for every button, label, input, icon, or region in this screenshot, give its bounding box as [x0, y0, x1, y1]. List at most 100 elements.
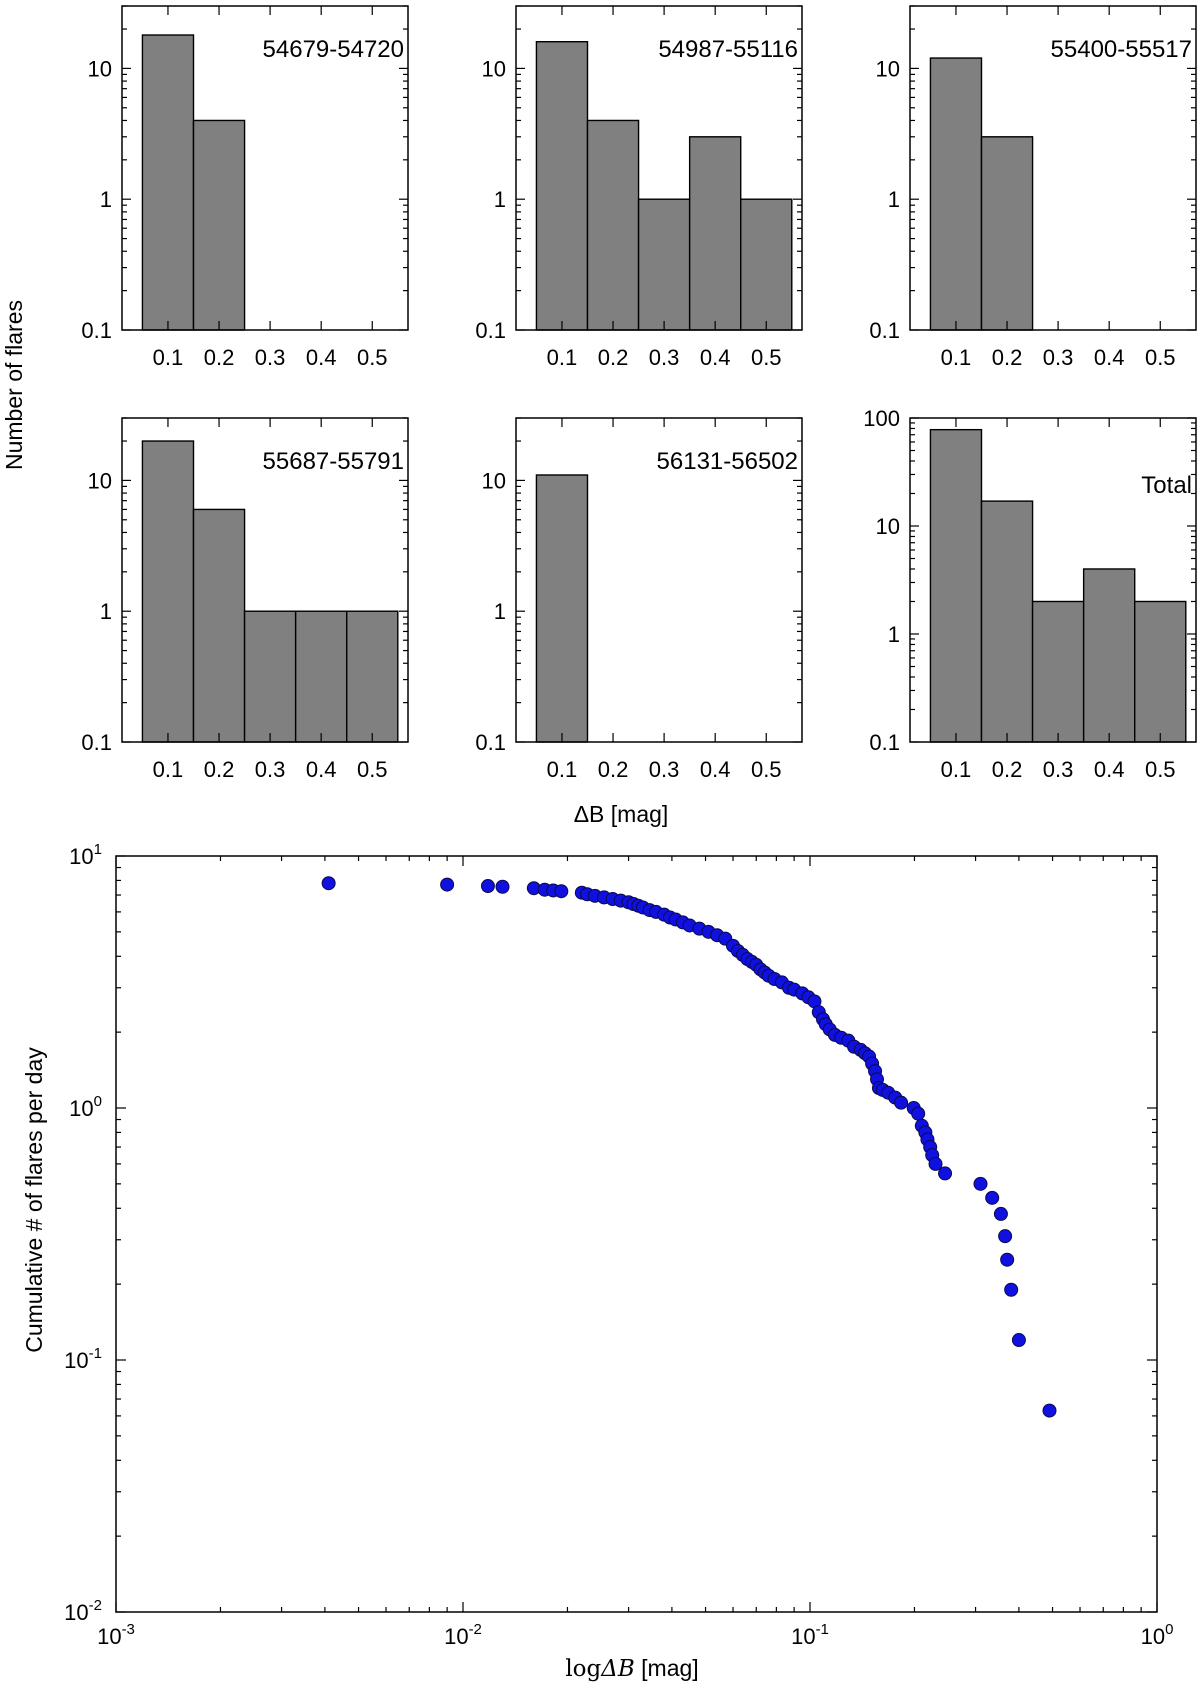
x-tick-label: 0.1 [547, 345, 578, 370]
plot-frame [121, 5, 409, 331]
x-tick-label: 10-3 [97, 1621, 135, 1649]
panel-label: 54987-55116 [658, 36, 798, 63]
y-tick-label: 10 [482, 468, 506, 493]
scatter-xlabel-prefix: log [565, 1656, 601, 1682]
y-tick-label: 0.1 [869, 318, 900, 343]
data-point [480, 879, 495, 894]
data-point [440, 877, 455, 892]
y-tick-label: 1 [494, 599, 506, 624]
bar-0.1 [141, 34, 195, 331]
x-tick-label: 10-2 [444, 1621, 482, 1649]
plot-frame [515, 417, 803, 743]
x-tick-label: 0.2 [992, 345, 1023, 370]
bar-0.5 [346, 610, 399, 743]
y-tick-label: 10 [876, 56, 900, 81]
data-point [1042, 1403, 1057, 1418]
scatter-xlabel: logΔB [mag] [565, 1655, 698, 1682]
y-tick-label: 1 [100, 599, 112, 624]
points [321, 876, 1057, 1418]
x-tick-label: 0.3 [649, 757, 680, 782]
panel-label: 54679-54720 [263, 36, 404, 63]
bar-0.2 [192, 508, 246, 743]
plot-frame [909, 5, 1197, 331]
bars [535, 474, 589, 743]
x-tick-label: 0.4 [700, 345, 731, 370]
bars [141, 34, 246, 331]
plot-frame [515, 5, 803, 331]
y-tick-label: 0.1 [81, 318, 112, 343]
hist-55687-55791: 0.1 1 10 0.1 0.2 0.3 0.4 0.5 55687-55791 [81, 417, 409, 782]
data-point [321, 876, 336, 891]
x-tick-label: 0.1 [941, 757, 972, 782]
y-tick-label: 10-1 [64, 1345, 102, 1373]
scatter-xlabel-unit: [mag] [635, 1655, 699, 1681]
y-tick-label: 0.1 [475, 318, 506, 343]
x-tick-label: 0.4 [700, 757, 731, 782]
x-tick-label: 0.5 [357, 345, 388, 370]
y-tick-label: 1 [100, 187, 112, 212]
bar-0.2 [980, 500, 1034, 743]
bar-0.1 [929, 428, 983, 743]
data-point [993, 1206, 1008, 1221]
x-tick-label: 0.5 [751, 345, 782, 370]
y-tick-label: 0.1 [81, 730, 112, 755]
bar-0.5 [1134, 600, 1187, 743]
data-point [985, 1190, 1000, 1205]
x-tick-label: 0.5 [1145, 757, 1176, 782]
x-tick-label: 0.5 [1145, 345, 1176, 370]
bar-0.3 [243, 610, 297, 743]
plot-frame [115, 855, 1158, 1613]
hist-54987-55116: 0.1 1 10 0.1 0.2 0.3 0.4 0.5 54987-55116 [475, 5, 803, 370]
y-tick-label: 100 [863, 406, 900, 431]
y-tick-label: 101 [69, 841, 102, 869]
data-point [998, 1229, 1013, 1244]
hist-54679-54720: 0.1 1 10 0.1 0.2 0.3 0.4 0.5 54679-54720 [81, 5, 409, 370]
x-tick-label: 0.3 [255, 757, 286, 782]
data-point [1011, 1333, 1026, 1348]
data-point [894, 1095, 909, 1110]
data-point [495, 879, 510, 894]
panel-label: 55400-55517 [1051, 36, 1192, 63]
data-point [1004, 1282, 1019, 1297]
bar-0.4 [1082, 568, 1136, 743]
x-tick-label: 0.2 [598, 757, 629, 782]
x-tick-label: 0.3 [649, 345, 680, 370]
data-point [938, 1166, 953, 1181]
bars [929, 428, 1187, 743]
bar-0.4 [688, 136, 742, 331]
x-tick-label: 0.4 [1094, 757, 1125, 782]
x-tick-label: 0.3 [1043, 345, 1074, 370]
x-tick-label: 0.2 [598, 345, 629, 370]
bar-0.2 [586, 119, 640, 331]
scatter-xlabel-var: ΔB [600, 1656, 635, 1682]
hist-55400-55517: 0.1 1 10 0.1 0.2 0.3 0.4 0.5 55400-55517 [869, 5, 1197, 370]
bar-0.3 [1031, 600, 1085, 743]
x-tick-label: 0.3 [255, 345, 286, 370]
y-tick-label: 10 [88, 468, 112, 493]
x-tick-label: 0.4 [1094, 345, 1125, 370]
bar-0.4 [294, 610, 348, 743]
hist-ylabel: Number of flares [1, 300, 27, 470]
x-tick-label: 0.1 [941, 345, 972, 370]
bar-0.1 [929, 57, 983, 331]
x-tick-label: 0.2 [204, 345, 235, 370]
hist-56131-56502: 0.1 1 10 0.1 0.2 0.3 0.4 0.5 56131-56502 [475, 417, 803, 782]
bar-0.2 [192, 119, 246, 331]
x-tick-label: 0.1 [153, 757, 184, 782]
y-tick-label: 1 [494, 187, 506, 212]
bar-0.1 [535, 474, 589, 743]
data-point [928, 1156, 943, 1171]
y-tick-label: 1 [888, 622, 900, 647]
x-tick-label: 10-1 [791, 1621, 829, 1649]
x-tick-label: 0.1 [547, 757, 578, 782]
plot-frame [121, 417, 409, 743]
scatter-ylabel: Cumulative # of flares per day [21, 1047, 47, 1353]
bars [929, 57, 1034, 331]
y-tick-label: 100 [69, 1093, 102, 1121]
x-tick-label: 0.1 [153, 345, 184, 370]
hist-total: 0.1 1 10 100 0.1 0.2 0.3 0.4 0.5 Total [863, 406, 1197, 782]
bar-0.1 [535, 41, 589, 331]
panel-label: Total [1141, 472, 1192, 499]
x-tick-label: 0.2 [992, 757, 1023, 782]
